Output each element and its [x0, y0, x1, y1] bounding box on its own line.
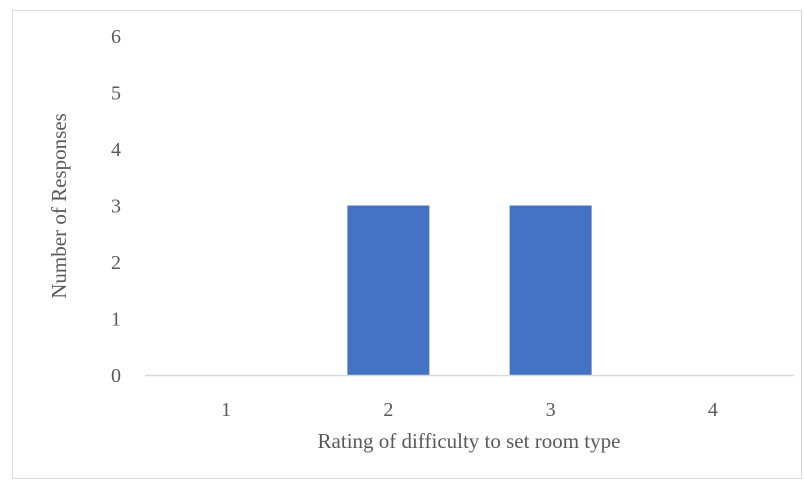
bars [347, 205, 592, 375]
y-tick-label: 4 [111, 139, 121, 161]
y-tick-label: 6 [111, 26, 121, 48]
y-tick-label: 2 [111, 252, 121, 274]
x-tick-label: 4 [708, 399, 718, 421]
y-axis-ticks: 0 1 2 3 4 5 6 [111, 26, 121, 387]
x-tick-label: 2 [383, 399, 393, 421]
bar-3 [509, 205, 592, 375]
y-tick-label: 0 [111, 365, 121, 387]
bar-2 [347, 205, 430, 375]
x-axis-title: Rating of difficulty to set room type [318, 429, 621, 453]
y-tick-label: 3 [111, 196, 121, 218]
x-tick-label: 1 [221, 399, 231, 421]
x-tick-label: 3 [546, 399, 556, 421]
y-tick-label: 1 [111, 309, 121, 331]
y-tick-label: 5 [111, 83, 121, 105]
y-axis-title: Number of Responses [47, 113, 71, 298]
x-axis-ticks: 1 2 3 4 [221, 399, 718, 421]
